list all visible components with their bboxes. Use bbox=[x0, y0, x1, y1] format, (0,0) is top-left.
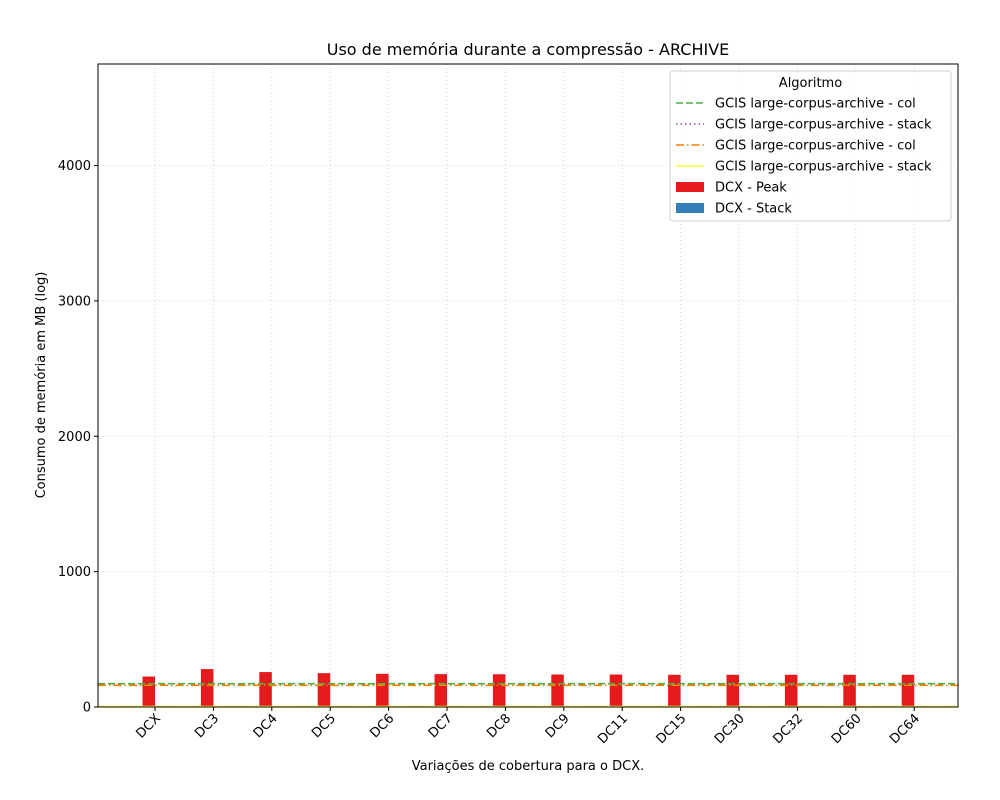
legend-bar-swatch bbox=[676, 203, 704, 213]
x-tick-label: DC6 bbox=[367, 711, 397, 741]
x-axis-label: Variações de cobertura para o DCX. bbox=[412, 759, 645, 774]
bar-peak bbox=[200, 669, 214, 707]
plot-frame bbox=[97, 63, 959, 708]
y-tick-label: 0 bbox=[83, 701, 91, 716]
bars bbox=[142, 669, 915, 707]
legend: Algoritmo GCIS large-corpus-archive - col… bbox=[669, 70, 952, 222]
y-tick-label: 3000 bbox=[58, 294, 91, 309]
legend-entry-label: GCIS large-corpus-archive - stack bbox=[715, 118, 932, 133]
bar-peak bbox=[376, 673, 389, 707]
legend-entry-label: GCIS large-corpus-archive - col bbox=[715, 97, 916, 112]
bar-peak bbox=[843, 674, 856, 707]
legend-entry-label: DCX - Peak bbox=[715, 181, 787, 196]
x-tick-label: DC4 bbox=[251, 711, 281, 741]
x-tick-label: DC3 bbox=[192, 711, 222, 741]
x-tick-label: DC9 bbox=[543, 711, 573, 741]
bar-peak bbox=[434, 674, 447, 707]
y-axis: 0 1000 2000 3000 4000 bbox=[58, 159, 98, 716]
x-tick-label: DC7 bbox=[426, 711, 456, 741]
legend-entry-label: DCX - Stack bbox=[715, 202, 792, 217]
bar-peak bbox=[317, 673, 331, 707]
legend-bar-swatch bbox=[676, 182, 704, 192]
reference-lines bbox=[98, 682, 958, 708]
y-tick-label: 1000 bbox=[58, 565, 91, 580]
bar-peak bbox=[259, 672, 272, 707]
legend-entry-label: GCIS large-corpus-archive - stack bbox=[715, 160, 932, 175]
x-tick-label: DC5 bbox=[309, 711, 339, 741]
bar-peak bbox=[668, 674, 681, 707]
x-tick-label: DC60 bbox=[829, 711, 865, 747]
bar-peak bbox=[551, 674, 564, 707]
bar-peak bbox=[726, 674, 739, 707]
y-tick-label: 4000 bbox=[58, 159, 91, 174]
bar-peak bbox=[901, 674, 915, 707]
legend-frame bbox=[669, 70, 952, 222]
bar-peak bbox=[492, 674, 506, 707]
legend-entry-label: GCIS large-corpus-archive - col bbox=[715, 139, 916, 154]
bar-peak bbox=[609, 674, 623, 707]
x-tick-label: DC11 bbox=[595, 711, 631, 747]
x-tick-label: DC15 bbox=[654, 711, 690, 747]
x-axis: DCX DC3 DC4 DC5 DC6 DC7 DC8 DC9 DC11 DC15 DC30 DC32… bbox=[133, 707, 923, 747]
chart-title: Uso de memória durante a compressão - AR… bbox=[327, 40, 730, 59]
y-tick-label: 2000 bbox=[58, 430, 91, 445]
x-tick-label: DC30 bbox=[712, 711, 748, 747]
y-axis-label: Consumo de memória em MB (log) bbox=[34, 272, 49, 499]
x-tick-label: DC8 bbox=[484, 711, 514, 741]
legend-title: Algoritmo bbox=[779, 76, 842, 91]
x-tick-label: DC64 bbox=[887, 711, 923, 747]
x-tick-label: DC32 bbox=[770, 711, 806, 747]
bar-peak bbox=[142, 676, 155, 707]
x-tick-label: DCX bbox=[133, 711, 163, 741]
bar-peak bbox=[784, 674, 798, 707]
